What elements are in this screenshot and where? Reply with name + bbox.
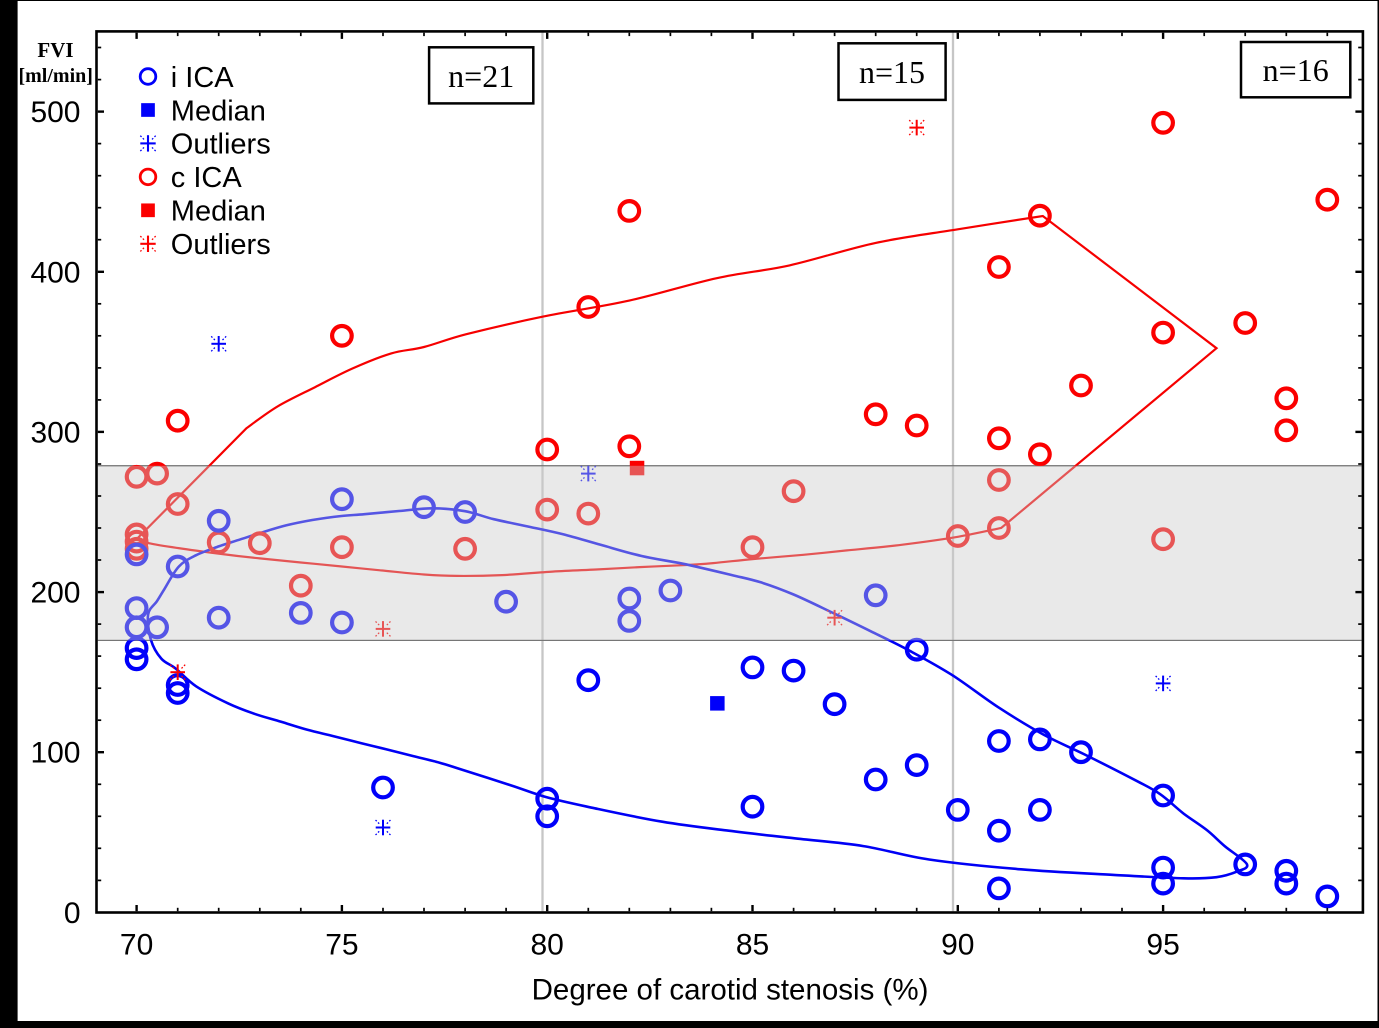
svg-text:300: 300 [30, 416, 80, 449]
svg-text:c ICA: c ICA [171, 162, 243, 194]
svg-text:FVI: FVI [37, 38, 73, 62]
svg-text:n=15: n=15 [859, 54, 925, 90]
svg-text:100: 100 [30, 737, 80, 770]
svg-text:90: 90 [941, 928, 974, 961]
svg-text:70: 70 [120, 928, 153, 961]
svg-text:Degree of carotid stenosis (%): Degree of carotid stenosis (%) [532, 973, 929, 1006]
svg-text:Median: Median [171, 196, 266, 228]
svg-text:Median: Median [171, 95, 266, 127]
svg-text:500: 500 [30, 96, 80, 129]
svg-text:95: 95 [1146, 928, 1179, 961]
svg-text:i ICA: i ICA [171, 62, 235, 94]
svg-text:Outliers: Outliers [171, 229, 271, 261]
svg-text:[ml/min]: [ml/min] [18, 65, 92, 87]
svg-text:n=16: n=16 [1263, 52, 1329, 88]
svg-text:200: 200 [30, 577, 80, 610]
svg-text:0: 0 [64, 897, 81, 930]
svg-text:85: 85 [736, 928, 769, 961]
svg-text:Outliers: Outliers [171, 129, 271, 161]
svg-text:80: 80 [531, 928, 564, 961]
svg-text:400: 400 [30, 256, 80, 289]
svg-text:75: 75 [325, 928, 358, 961]
svg-text:n=21: n=21 [448, 58, 514, 94]
